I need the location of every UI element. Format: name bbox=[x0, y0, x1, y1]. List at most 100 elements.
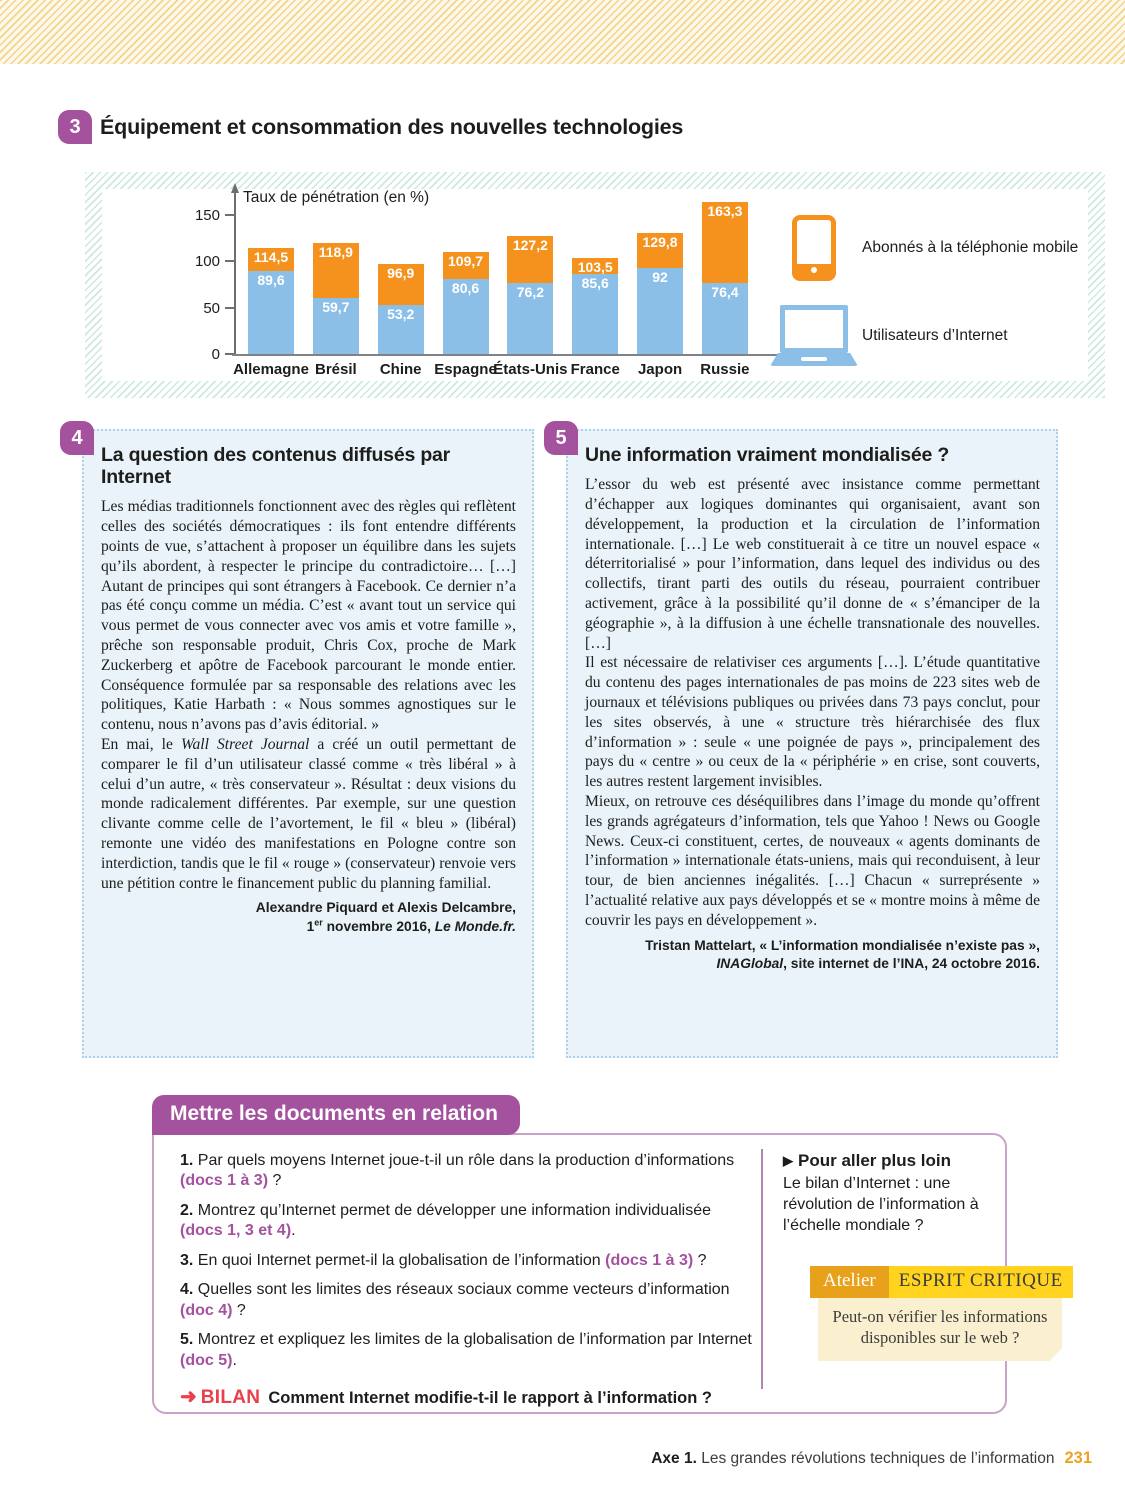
doc5-citation-line: Tristan Mattelart, « L’information mondi… bbox=[645, 937, 1040, 953]
category-label: Chine bbox=[379, 361, 422, 378]
bar-value-internet: 92 bbox=[652, 269, 668, 286]
bar-France: 103,5 85,6 France bbox=[571, 257, 620, 378]
y-tick-mark bbox=[225, 213, 234, 216]
atelier-header: Atelier ESPRIT CRITIQUE bbox=[810, 1266, 1073, 1298]
y-tick-mark bbox=[225, 260, 234, 262]
atelier-tab: Atelier bbox=[810, 1266, 889, 1298]
bar-segment-internet: 76,4 bbox=[701, 282, 748, 354]
doc4-paragraph: En mai, le Wall Street Journal a créé un… bbox=[101, 736, 516, 892]
questions-section-header: Mettre les documents en relation bbox=[152, 1095, 520, 1135]
doc5-paragraph: Il est nécessaire de relativiser ces arg… bbox=[585, 654, 1040, 791]
doc4-citation: Alexandre Piquard et Alexis Delcambre, 1e… bbox=[101, 899, 516, 935]
category-label: Japon bbox=[637, 361, 683, 378]
bar-segment-mobile: 129,8 bbox=[637, 233, 684, 269]
bilan-row: ➜ BILAN Comment Internet modifie-t-il le r… bbox=[180, 1384, 752, 1409]
category-label: Brésil bbox=[314, 361, 357, 378]
bar-segment-mobile: 103,5 bbox=[572, 257, 619, 275]
bar-Chine: 96,9 53,2 Chine bbox=[377, 263, 424, 378]
doc5-box: Une information vraiment mondialisée ? L… bbox=[566, 429, 1058, 1058]
doc3-header: Équipement et consommation des nouvelles… bbox=[100, 115, 683, 140]
bar-segment-mobile: 114,5 bbox=[248, 247, 294, 271]
bar-segment-mobile: 118,9 bbox=[312, 243, 359, 299]
atelier-title: ESPRIT CRITIQUE bbox=[888, 1266, 1073, 1298]
question-number: 4. bbox=[180, 1281, 198, 1299]
doc4-paragraph: Les médias traditionnels fonctionnent av… bbox=[101, 498, 516, 734]
mobile-phone-icon bbox=[792, 215, 836, 281]
legend-icon-cell bbox=[766, 215, 862, 281]
bar-value-internet: 76,4 bbox=[711, 283, 739, 300]
bilan-text: Comment Internet modifie-t-il le rapport… bbox=[268, 1389, 713, 1408]
bar-value-internet: 85,6 bbox=[581, 275, 609, 292]
bar-segment-internet: 76,2 bbox=[507, 283, 554, 354]
atelier-esprit-critique: Atelier ESPRIT CRITIQUE Peut-on vérifier… bbox=[810, 1266, 1073, 1361]
bar-segment-internet: 59,7 bbox=[312, 298, 359, 354]
bar-value-internet: 59,7 bbox=[322, 299, 350, 316]
bar-Allemagne: 114,5 89,6 Allemagne bbox=[233, 247, 309, 378]
question-number: 2. bbox=[180, 1201, 198, 1219]
doc3-number-badge: 3 bbox=[58, 110, 92, 144]
bar-value-mobile: 118,9 bbox=[318, 244, 353, 261]
doc5-paragraph: L’essor du web est présenté avec insista… bbox=[585, 476, 1040, 652]
category-label: États-Unis bbox=[493, 361, 568, 378]
question-2: 2. Montrez qu’Internet permet de dévelop… bbox=[180, 1201, 711, 1240]
footer-text: Les grandes révolutions techniques de l’… bbox=[696, 1450, 1055, 1467]
doc5-number-badge: 5 bbox=[544, 421, 578, 455]
chart-legend: Abonnés à la téléphonie mobile Utilisate… bbox=[766, 215, 1078, 390]
y-tick-mark bbox=[225, 306, 234, 309]
bar-Japon: 129,8 92 Japon bbox=[637, 233, 684, 378]
legend-label-internet: Utilisateurs d’Internet bbox=[862, 326, 1008, 344]
question-1: 1. Par quels moyens Internet joue-t-il u… bbox=[180, 1152, 735, 1190]
category-label: Allemagne bbox=[233, 361, 309, 378]
question-number: 3. bbox=[180, 1251, 198, 1269]
page-footer: Axe 1. Les grandes révolutions technique… bbox=[651, 1449, 1092, 1468]
category-label: France bbox=[570, 361, 620, 378]
top-decorative-band bbox=[0, 0, 1125, 64]
bar-value-mobile: 96,9 bbox=[387, 264, 415, 281]
bar-chart-plot: Taux de pénétration (en %) 0 50 100 150 114… bbox=[195, 183, 796, 378]
doc5-citation-line: INAGlobal, site internet de l’INA, 24 oc… bbox=[716, 955, 1040, 971]
bar-value-mobile: 163,3 bbox=[707, 203, 743, 220]
bar-segment-internet: 53,2 bbox=[377, 304, 424, 354]
bar-value-mobile: 114,5 bbox=[253, 248, 289, 265]
question-3: 3. En quoi Internet permet-il la globali… bbox=[180, 1251, 707, 1269]
doc5-paragraph: Mieux, on retrouve ces déséquilibres dan… bbox=[585, 792, 1040, 929]
question-4: 4. Quelles sont les limites des réseaux … bbox=[180, 1281, 730, 1319]
pour-aller-plus-loin-label: Pour aller plus loin bbox=[798, 1151, 952, 1170]
doc4-box: La question des contenus diffusés par In… bbox=[82, 429, 534, 1058]
category-label: Espagne bbox=[434, 361, 497, 378]
legend-icon-cell bbox=[766, 305, 862, 366]
doc4-title: La question des contenus diffusés par In… bbox=[101, 444, 451, 489]
bar-segment-internet: 80,6 bbox=[442, 279, 489, 354]
x-axis-line bbox=[232, 353, 796, 356]
bar-segment-mobile: 163,3 bbox=[701, 202, 748, 283]
bar-segment-mobile: 109,7 bbox=[442, 251, 489, 280]
bar-Espagne: 109,7 80,6 Espagne bbox=[434, 251, 497, 378]
question-number: 1. bbox=[180, 1152, 198, 1169]
doc4-body-text: Les médias traditionnels fonctionnent av… bbox=[101, 497, 516, 893]
bar-États-Unis: 127,2 76,2 États-Unis bbox=[493, 235, 567, 378]
chart-y-axis-label: Taux de pénétration (en %) bbox=[243, 189, 430, 206]
doc3-title: Équipement et consommation des nouvelles… bbox=[100, 115, 684, 139]
questions-divider bbox=[761, 1149, 763, 1389]
page-number: 231 bbox=[1064, 1449, 1092, 1467]
question-number: 5. bbox=[180, 1331, 198, 1349]
chart-striped-frame: Taux de pénétration (en %) 0 50 100 150 114… bbox=[85, 172, 1105, 398]
pour-aller-plus-loin: ▶ Pour aller plus loin Le bilan d’Interne… bbox=[783, 1151, 985, 1236]
bar-series: 114,5 89,6 Allemagne 118,9 59,7 Brésil 96,9 53,… bbox=[233, 202, 750, 378]
y-axis-arrow-icon bbox=[230, 183, 239, 193]
y-tick-mark bbox=[225, 353, 234, 355]
legend-label-mobile: Abonnés à la téléphonie mobile bbox=[862, 239, 1079, 256]
pour-aller-plus-loin-title: ▶ Pour aller plus loin bbox=[783, 1151, 985, 1171]
bar-value-internet: 53,2 bbox=[387, 305, 415, 322]
bar-value-mobile: 129,8 bbox=[642, 234, 678, 251]
category-label: Russie bbox=[700, 361, 750, 378]
bilan-label: BILAN bbox=[200, 1387, 261, 1409]
questions-list: 1. Par quels moyens Internet joue-t-il u… bbox=[180, 1151, 752, 1409]
y-tick-label: 50 bbox=[203, 299, 220, 317]
bar-segment-mobile: 96,9 bbox=[377, 263, 424, 305]
bar-Russie: 163,3 76,4 Russie bbox=[700, 202, 750, 378]
doc4-number-badge: 4 bbox=[60, 421, 94, 455]
phone-home-dot bbox=[811, 267, 817, 273]
bar-segment-internet: 89,6 bbox=[248, 270, 294, 354]
